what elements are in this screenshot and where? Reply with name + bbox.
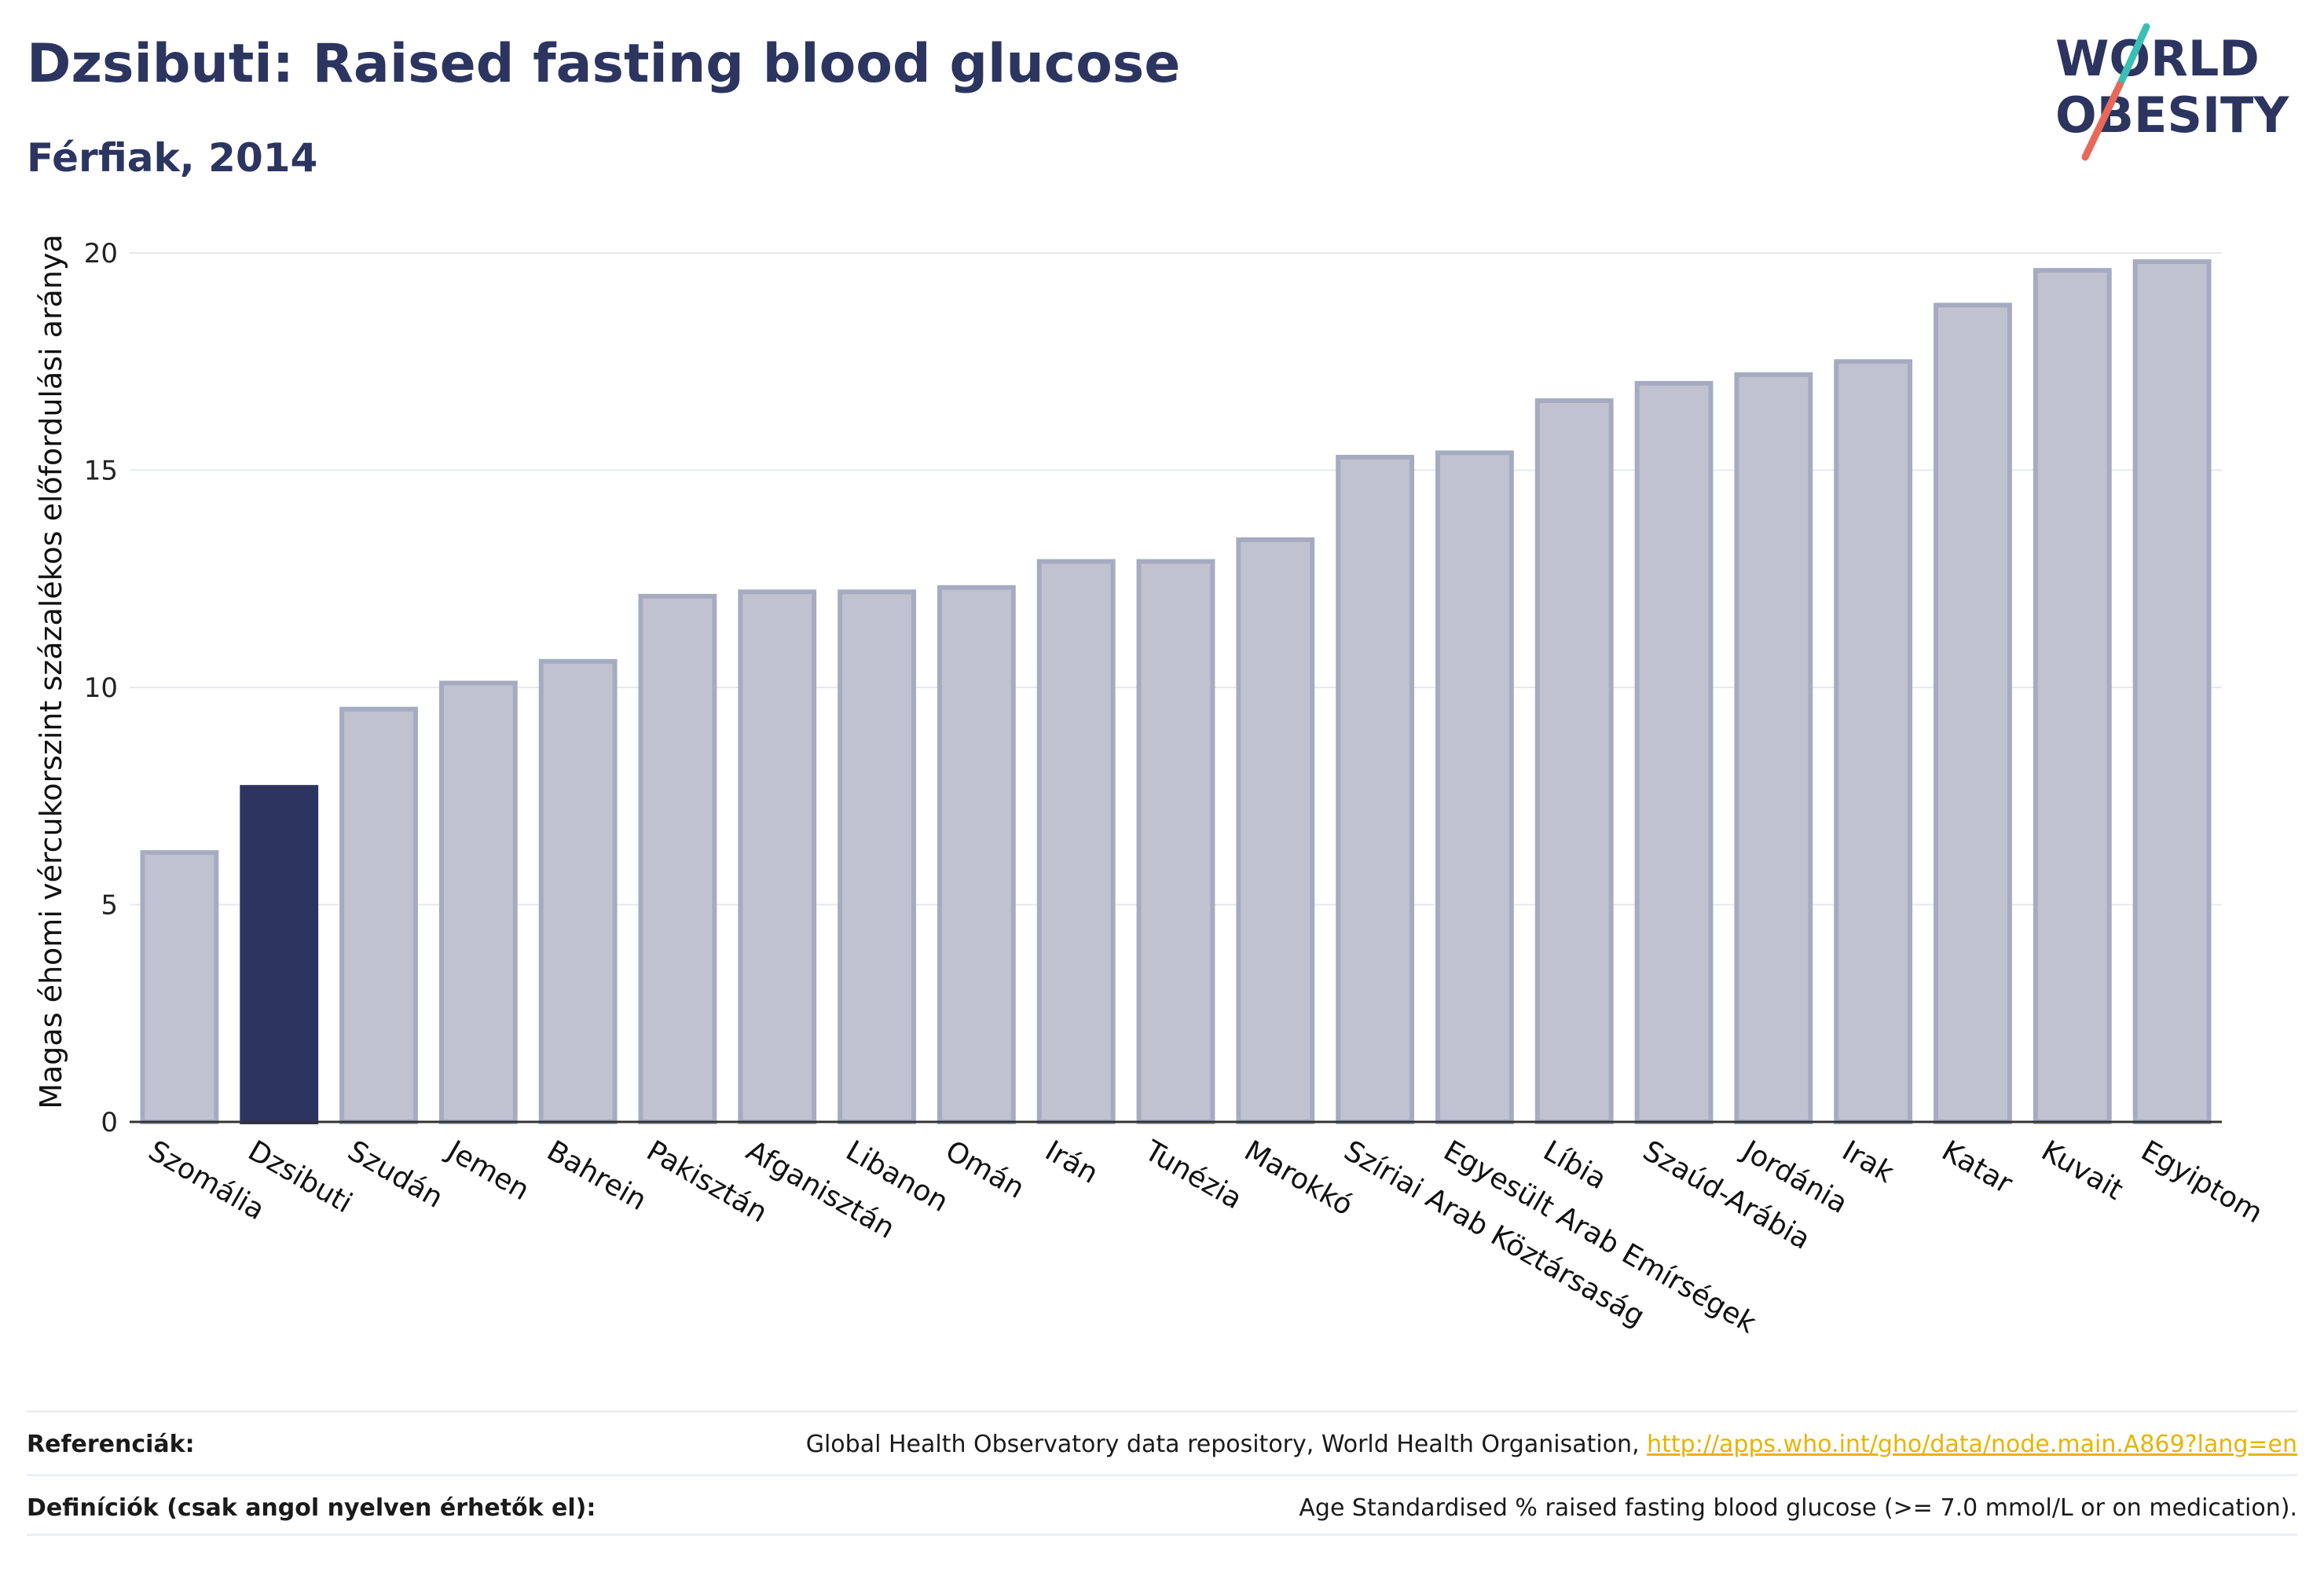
footer-definitions-row: Definíciók (csak angol nyelven érhetők e…	[27, 1474, 2297, 1539]
x-tick-label: Marokkó	[1239, 1134, 1358, 1222]
bar-0	[140, 850, 219, 1124]
bar-13	[1435, 450, 1514, 1124]
x-tick-label: Szaúd-Arábia	[1637, 1134, 1816, 1256]
bar-3	[438, 680, 518, 1124]
x-tick-label: Katar	[1936, 1134, 2018, 1200]
x-tick-label: Kuvait	[2036, 1134, 2128, 1207]
bar-20	[2132, 259, 2212, 1124]
logo-slash-red	[2081, 81, 2124, 161]
footer-references-row: Referenciák: Global Health Observatory d…	[27, 1410, 2297, 1475]
references-text: Global Health Observatory data repositor…	[805, 1430, 1648, 1458]
y-tick-label: 15	[84, 456, 118, 487]
logo-slash-teal	[2116, 23, 2150, 89]
x-tick-label: Líbia	[1538, 1134, 1611, 1196]
bar-18	[1934, 302, 2012, 1124]
page-subtitle: Férfiak, 2014	[27, 135, 318, 181]
bar-4	[538, 658, 618, 1124]
references-value: Global Health Observatory data repositor…	[806, 1431, 2297, 1458]
x-tick-label: Jemen	[441, 1134, 535, 1207]
footer-divider	[27, 1534, 2297, 1536]
x-tick-label: Szudán	[343, 1134, 449, 1215]
bar-17	[1834, 359, 1913, 1124]
references-label: Referenciák:	[27, 1430, 195, 1458]
x-tick-label: Irán	[1039, 1134, 1103, 1190]
bar-14	[1534, 398, 1614, 1124]
bar-10	[1136, 559, 1215, 1124]
bar-1	[240, 785, 319, 1124]
x-tick-label: Irak	[1837, 1134, 1900, 1189]
y-tick-label: 20	[84, 238, 118, 269]
world-obesity-logo: WORLD OBESITY	[2055, 23, 2289, 161]
bar-19	[2033, 268, 2112, 1124]
x-tick-label: Omán	[940, 1134, 1029, 1205]
y-tick-label: 0	[101, 1107, 118, 1138]
x-tick-label: Tunézia	[1138, 1134, 1248, 1216]
bar-7	[838, 589, 916, 1124]
bar-2	[339, 706, 418, 1124]
bar-11	[1236, 537, 1315, 1124]
bar-16	[1734, 372, 1813, 1124]
x-tick-label: Bahrein	[541, 1134, 651, 1217]
x-tick-label: Egyiptom	[2135, 1134, 2268, 1230]
page-title: Dzsibuti: Raised fasting blood glucose	[27, 33, 1181, 95]
definitions-label: Definíciók (csak angol nyelven érhetők e…	[27, 1494, 596, 1522]
y-axis-title: Magas éhomi vércukorszint százalékos elő…	[34, 234, 68, 1109]
y-tick-label: 5	[101, 890, 118, 922]
bar-8	[937, 585, 1016, 1124]
references-link[interactable]: http://apps.who.int/gho/data/node.main.A…	[1647, 1430, 2297, 1458]
bar-15	[1634, 380, 1714, 1124]
bar-6	[738, 589, 817, 1124]
bar-9	[1036, 559, 1116, 1124]
bar-chart: 0 5 10 15 20 Magas éhomi vércukorszint százal…	[34, 234, 2268, 1340]
bar-12	[1336, 454, 1415, 1124]
y-tick-label: 10	[84, 673, 118, 704]
logo-text-world: WORLD	[2055, 30, 2260, 87]
definitions-text: Age Standardised % raised fasting blood …	[1299, 1494, 2297, 1522]
bar-5	[638, 593, 717, 1124]
